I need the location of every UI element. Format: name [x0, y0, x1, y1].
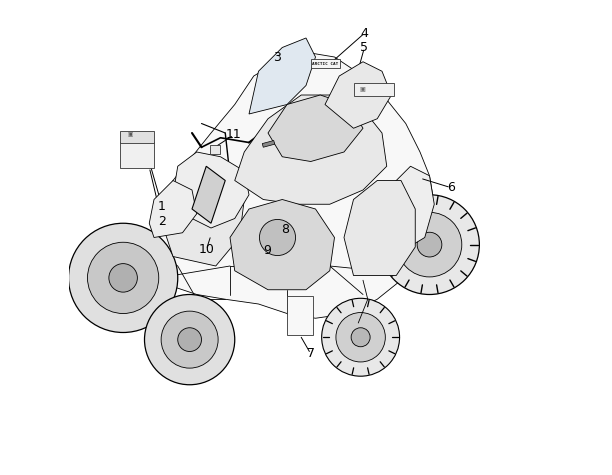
Circle shape [322, 298, 400, 376]
Circle shape [144, 294, 235, 385]
Circle shape [161, 311, 218, 368]
Bar [287, 296, 313, 335]
Bar [210, 145, 220, 154]
Text: 9: 9 [263, 244, 271, 257]
Bar [311, 59, 340, 68]
Circle shape [109, 264, 137, 292]
Polygon shape [230, 200, 335, 290]
Polygon shape [382, 166, 435, 252]
Text: 5: 5 [360, 41, 368, 54]
Circle shape [69, 223, 177, 332]
Text: 2: 2 [158, 215, 166, 228]
Polygon shape [173, 152, 249, 228]
Polygon shape [154, 52, 435, 318]
Polygon shape [268, 95, 363, 162]
Text: 11: 11 [226, 128, 242, 142]
Text: 3: 3 [272, 51, 280, 65]
Text: 7: 7 [307, 347, 315, 361]
Circle shape [177, 328, 201, 352]
Polygon shape [344, 180, 416, 276]
Bar [263, 141, 275, 147]
Text: 8: 8 [281, 223, 289, 237]
Text: ARCTIC CAT: ARCTIC CAT [312, 62, 338, 66]
Text: ▣: ▣ [360, 87, 365, 92]
Bar [120, 131, 154, 142]
Polygon shape [163, 176, 244, 266]
Bar [120, 142, 154, 168]
Bar [354, 83, 394, 96]
Circle shape [417, 232, 442, 257]
Polygon shape [149, 180, 196, 238]
Text: 6: 6 [447, 181, 455, 194]
Circle shape [336, 313, 386, 362]
Circle shape [88, 242, 159, 314]
Text: ▣: ▣ [128, 132, 133, 137]
Circle shape [259, 219, 296, 256]
Circle shape [351, 328, 370, 347]
Text: 4: 4 [360, 27, 368, 40]
Text: 1: 1 [158, 200, 166, 213]
Polygon shape [249, 38, 316, 114]
Circle shape [379, 195, 479, 294]
Polygon shape [235, 95, 387, 204]
Circle shape [397, 212, 462, 277]
Polygon shape [192, 166, 225, 223]
Text: 10: 10 [198, 243, 214, 256]
Polygon shape [325, 62, 392, 128]
